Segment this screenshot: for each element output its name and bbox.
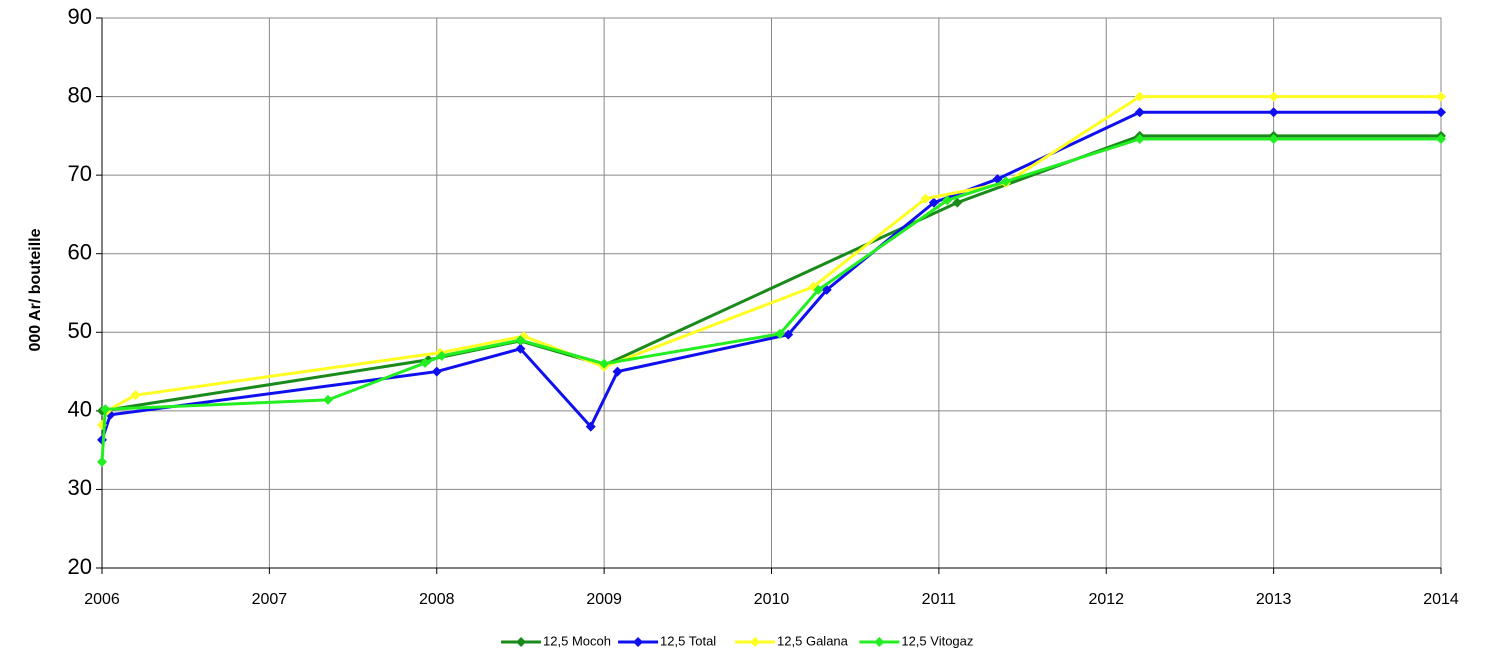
series-line bbox=[100, 137, 1441, 463]
data-point bbox=[515, 343, 526, 354]
y-tick-label: 70 bbox=[68, 161, 92, 186]
data-point bbox=[1436, 134, 1446, 144]
data-point bbox=[1268, 107, 1279, 118]
x-tick-label: 2008 bbox=[419, 591, 455, 608]
x-tick-label: 2014 bbox=[1423, 591, 1459, 608]
data-point bbox=[952, 197, 963, 208]
y-tick-label: 30 bbox=[68, 475, 92, 500]
data-point bbox=[1134, 91, 1145, 102]
y-tick-label: 90 bbox=[68, 4, 92, 29]
legend-marker bbox=[750, 637, 761, 647]
data-point bbox=[100, 404, 111, 415]
x-tick-label: 2011 bbox=[922, 591, 957, 608]
legend-label: 12,5 Total bbox=[660, 633, 716, 648]
x-tick-label: 2012 bbox=[1088, 591, 1124, 608]
data-point bbox=[1134, 107, 1145, 118]
data-point bbox=[431, 366, 442, 377]
data-point bbox=[992, 174, 1003, 185]
data-point bbox=[774, 328, 785, 339]
y-tick-label: 20 bbox=[68, 554, 92, 579]
y-tick-label: 60 bbox=[68, 240, 92, 265]
legend-label: 12,5 Mocoh bbox=[543, 633, 611, 648]
data-point bbox=[1436, 91, 1446, 102]
data-point bbox=[515, 335, 526, 346]
y-tick-label: 40 bbox=[68, 397, 92, 422]
x-tick-label: 2013 bbox=[1256, 591, 1292, 608]
data-point bbox=[1134, 134, 1145, 144]
legend-label: 12,5 Vitogaz bbox=[901, 633, 973, 648]
data-point bbox=[813, 284, 824, 295]
legend-marker bbox=[633, 637, 644, 647]
data-point bbox=[1268, 134, 1279, 144]
data-point bbox=[1000, 176, 1011, 187]
data-point bbox=[420, 357, 431, 368]
data-point bbox=[942, 195, 953, 206]
data-point bbox=[322, 394, 333, 405]
data-point bbox=[783, 329, 794, 340]
x-tick-label: 2006 bbox=[84, 591, 120, 608]
legend-label: 12,5 Galana bbox=[777, 633, 849, 648]
data-point bbox=[1436, 107, 1446, 118]
x-tick-label: 2010 bbox=[754, 591, 790, 608]
data-point bbox=[585, 421, 596, 432]
data-point bbox=[920, 193, 931, 204]
data-point bbox=[436, 350, 447, 361]
x-tick-label: 2007 bbox=[252, 591, 288, 608]
x-tick-label: 2009 bbox=[586, 591, 622, 608]
y-tick-label: 80 bbox=[68, 82, 92, 107]
data-point bbox=[1268, 91, 1279, 102]
data-point bbox=[97, 456, 107, 467]
legend-marker bbox=[516, 637, 527, 647]
y-tick-label: 50 bbox=[68, 318, 92, 343]
series-line bbox=[100, 95, 1441, 426]
data-point bbox=[612, 366, 623, 377]
legend-marker bbox=[874, 637, 885, 647]
data-point bbox=[130, 390, 141, 401]
data-point bbox=[928, 197, 939, 208]
y-axis-label: 000 Ar/ bouteille bbox=[27, 228, 44, 351]
data-point bbox=[599, 358, 610, 369]
